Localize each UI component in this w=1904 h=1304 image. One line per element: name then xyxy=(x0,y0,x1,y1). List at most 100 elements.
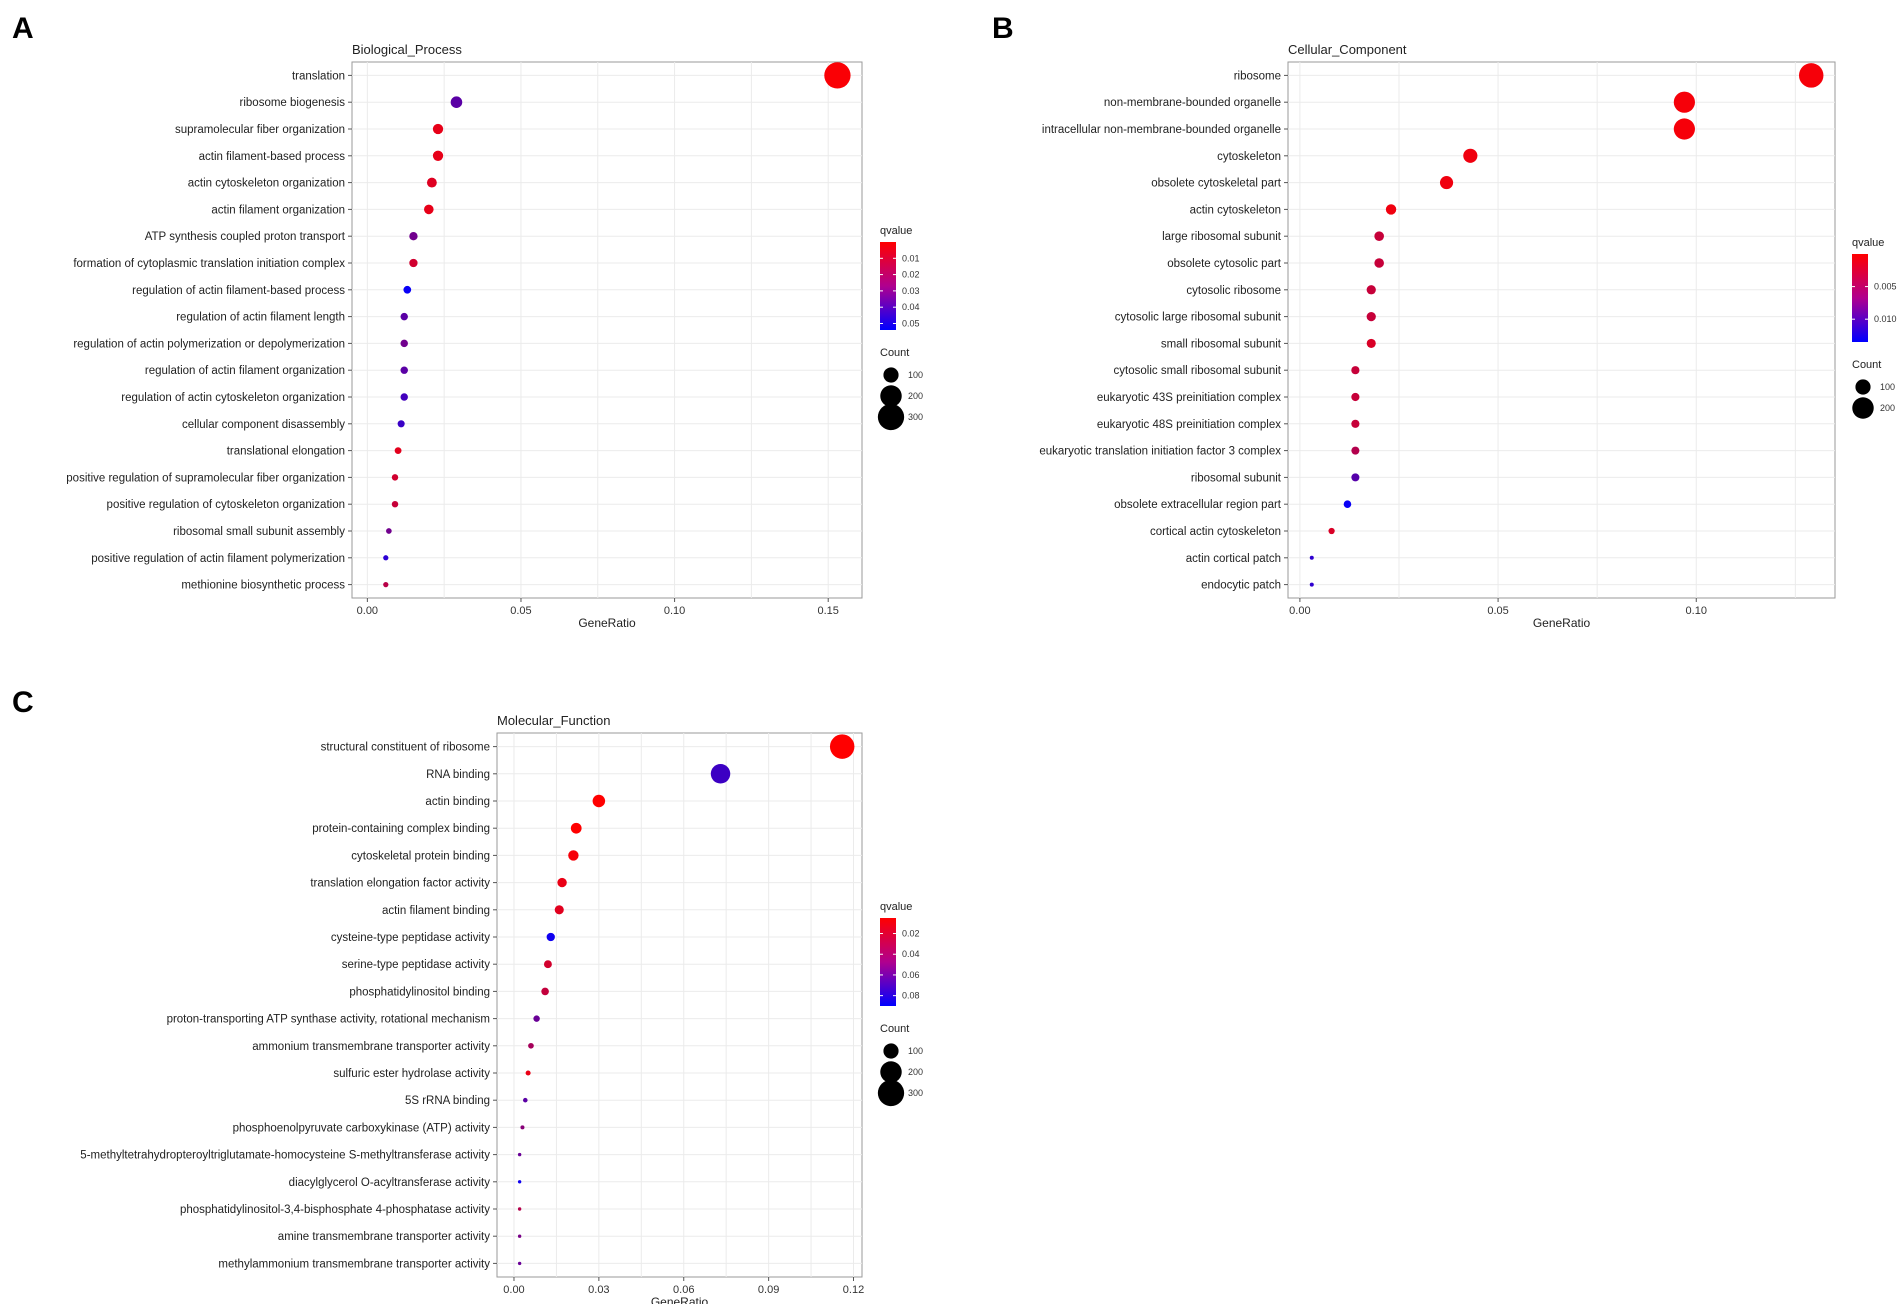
color-legend-label: 0.02 xyxy=(902,270,920,280)
category-label: structural constituent of ribosome xyxy=(321,742,490,754)
chart-title: Molecular_Function xyxy=(497,713,610,728)
data-point xyxy=(517,1234,522,1238)
data-point xyxy=(517,1152,522,1157)
category-label: non-membrane-bounded organelle xyxy=(1104,97,1281,109)
x-tick-label: 0.00 xyxy=(357,605,378,617)
category-label: supramolecular fiber organization xyxy=(175,124,345,136)
category-label: actin cytoskeleton organization xyxy=(188,178,345,190)
data-point xyxy=(554,905,564,915)
color-legend-label: 0.03 xyxy=(902,286,920,296)
panel-letter: B xyxy=(992,12,1014,45)
size-legend-label: 200 xyxy=(908,1067,923,1077)
color-legend-label: 0.08 xyxy=(902,991,920,1001)
size-legend-dot xyxy=(883,367,899,383)
category-label: formation of cytoplasmic translation ini… xyxy=(73,258,345,270)
data-point xyxy=(1798,63,1824,88)
chart-title: Cellular_Component xyxy=(1288,42,1407,57)
color-legend-label: 0.04 xyxy=(902,949,920,959)
plot-frame xyxy=(1287,61,1836,599)
category-label: small ribosomal subunit xyxy=(1161,338,1282,350)
category-label: actin binding xyxy=(425,796,490,808)
data-point xyxy=(391,500,399,508)
category-label: intracellular non-membrane-bounded organ… xyxy=(1042,124,1281,136)
data-point xyxy=(710,764,731,784)
size-legend-dot xyxy=(883,1043,899,1059)
data-point xyxy=(523,1097,528,1103)
category-label: ribosomal small subunit assembly xyxy=(173,526,345,538)
category-label: sulfuric ester hydrolase activity xyxy=(333,1068,490,1080)
data-point xyxy=(1463,148,1478,163)
category-label: methylammonium transmembrane transporter… xyxy=(218,1258,490,1270)
size-legend-label: 200 xyxy=(1880,403,1895,413)
x-tick-label: 0.05 xyxy=(510,605,531,617)
category-label: protein-containing complex binding xyxy=(312,823,490,835)
category-label: obsolete cytoskeletal part xyxy=(1151,178,1282,190)
data-point xyxy=(400,393,408,401)
category-label: actin cytoskeleton xyxy=(1190,204,1281,216)
data-point xyxy=(383,555,389,561)
category-label: phosphoenolpyruvate carboxykinase (ATP) … xyxy=(233,1122,491,1134)
biological-process-panel: A Biological_Process translation ribosome b… xyxy=(12,12,923,630)
data-point xyxy=(533,1015,540,1022)
data-point xyxy=(1673,91,1695,113)
data-point xyxy=(426,177,437,188)
data-point xyxy=(525,1070,531,1076)
x-tick-label: 0.03 xyxy=(588,1284,609,1296)
x-tick-label: 0.09 xyxy=(758,1284,779,1296)
data-point xyxy=(409,232,418,241)
category-label: cytoskeletal protein binding xyxy=(351,850,490,862)
data-point xyxy=(432,150,444,161)
data-point xyxy=(1309,582,1314,587)
category-label: phosphatidylinositol-3,4-bisphosphate 4-… xyxy=(180,1204,490,1216)
size-legend-label: 300 xyxy=(908,1088,923,1098)
category-label: cellular component disassembly xyxy=(182,419,345,431)
size-legend-dot xyxy=(1852,397,1874,419)
data-point xyxy=(592,794,606,808)
category-label: eukaryotic 43S preinitiation complex xyxy=(1097,392,1281,404)
data-point xyxy=(400,366,408,374)
color-legend-label: 0.01 xyxy=(902,253,920,263)
data-point xyxy=(450,96,463,108)
data-point xyxy=(403,285,412,294)
data-point xyxy=(541,987,549,996)
category-label: ribosome biogenesis xyxy=(240,97,346,109)
category-label: regulation of actin filament organizatio… xyxy=(145,365,345,377)
data-point xyxy=(1351,366,1360,375)
category-label: cortical actin cytoskeleton xyxy=(1150,526,1281,538)
category-label: obsolete cytosolic part xyxy=(1167,258,1282,270)
data-point xyxy=(1366,338,1376,348)
category-label: diacylglycerol O-acyltransferase activit… xyxy=(289,1177,491,1189)
data-point xyxy=(520,1125,525,1130)
x-tick-label: 0.10 xyxy=(664,605,685,617)
x-axis-title: GeneRatio xyxy=(1533,616,1591,630)
x-tick-label: 0.00 xyxy=(1289,605,1310,617)
molecular-function-panel: C Molecular_Function structural constituen… xyxy=(12,686,923,1304)
color-legend-bar xyxy=(1852,254,1868,342)
size-legend-dot xyxy=(880,1061,902,1083)
category-label: translation xyxy=(292,70,345,82)
data-point xyxy=(1385,204,1397,215)
category-label: cytosolic small ribosomal subunit xyxy=(1114,365,1282,377)
size-legend-label: 100 xyxy=(908,1046,923,1056)
color-legend-bar xyxy=(880,918,896,1006)
data-point xyxy=(543,960,552,969)
size-legend-dot xyxy=(880,385,902,407)
category-label: phosphatidylinositol binding xyxy=(349,986,490,998)
category-label: cysteine-type peptidase activity xyxy=(331,932,490,944)
panel-letter: C xyxy=(12,686,34,719)
data-point xyxy=(1309,555,1314,560)
data-point xyxy=(400,312,408,321)
category-label: methionine biosynthetic process xyxy=(181,580,345,592)
size-legend-dot xyxy=(1855,379,1871,395)
color-legend-label: 0.02 xyxy=(902,929,920,939)
data-point xyxy=(1343,500,1352,508)
data-point xyxy=(397,420,405,428)
category-label: actin filament-based process xyxy=(199,151,346,163)
color-legend-label: 0.005 xyxy=(1874,282,1897,292)
color-legend-title: qvalue xyxy=(1852,237,1884,249)
data-point xyxy=(570,822,582,834)
size-legend-title: Count xyxy=(880,347,909,359)
data-point xyxy=(517,1207,522,1211)
category-label: regulation of actin filament length xyxy=(176,312,345,324)
data-point xyxy=(1673,118,1695,140)
